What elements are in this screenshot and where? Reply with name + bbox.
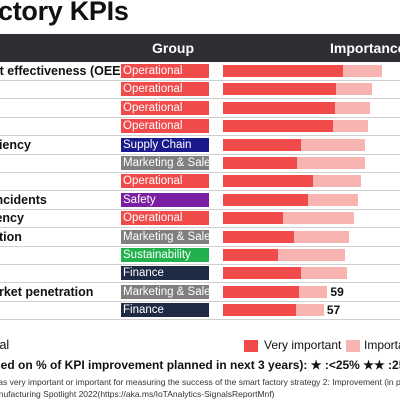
table-row: Sustainability bbox=[0, 246, 400, 265]
note-question: l as very important or important for mea… bbox=[0, 377, 400, 387]
importance-bar bbox=[223, 120, 400, 133]
importance-bar bbox=[223, 230, 400, 243]
table-row: Operational bbox=[0, 117, 400, 137]
group-badge: Operational bbox=[121, 64, 209, 78]
group-badge: Operational bbox=[121, 174, 209, 189]
bar-important bbox=[343, 65, 383, 77]
bar-very-important bbox=[223, 249, 278, 261]
group-column-header: Group bbox=[152, 40, 194, 56]
table-row: arket penetration Marketing & Sales 59 bbox=[0, 283, 400, 302]
legend-swatch-important bbox=[346, 340, 360, 352]
bar-important bbox=[300, 138, 365, 151]
importance-bar bbox=[223, 249, 400, 261]
importance-column-header: Importance bbox=[330, 40, 400, 56]
kpi-label: iliency bbox=[0, 137, 31, 152]
note-basis: sed on % of KPI improvement planned in n… bbox=[0, 358, 400, 372]
importance-bar bbox=[223, 138, 400, 151]
bar-important bbox=[336, 83, 372, 96]
group-badge: Safety bbox=[121, 192, 209, 207]
bar-very-important bbox=[223, 230, 294, 243]
bar-very-important bbox=[223, 138, 301, 151]
group-badge: Operational bbox=[121, 100, 209, 115]
group-badge: Operational bbox=[121, 211, 209, 226]
kpi-label: nt effectiveness (OEE) bbox=[0, 64, 125, 78]
bar-very-important bbox=[223, 120, 333, 133]
importance-bar bbox=[223, 101, 400, 114]
bar-very-important bbox=[223, 285, 300, 298]
table-row: incidents Safety bbox=[0, 191, 400, 210]
importance-bar bbox=[223, 65, 400, 77]
bar-important bbox=[300, 267, 347, 280]
group-badge: Sustainability bbox=[121, 248, 209, 262]
importance-bar: 57 bbox=[223, 303, 400, 318]
table-row: iency Operational bbox=[0, 209, 400, 229]
importance-bar bbox=[223, 212, 400, 225]
bar-very-important bbox=[223, 304, 296, 317]
table-header: Group Importance bbox=[0, 34, 400, 62]
bar-important bbox=[277, 249, 346, 261]
bar-important bbox=[293, 230, 349, 243]
table-row: Operational bbox=[0, 99, 400, 118]
group-badge: Marketing & Sales bbox=[121, 229, 209, 244]
bar-important bbox=[334, 101, 370, 114]
group-badge: Supply Chain bbox=[121, 137, 209, 152]
bar-total-label: 59 bbox=[330, 284, 344, 299]
group-badge: Marketing & Sales bbox=[121, 156, 209, 170]
bar-total-label: 57 bbox=[326, 303, 341, 318]
legend: tal Very important Importa bbox=[0, 334, 400, 356]
importance-bar bbox=[223, 175, 400, 188]
bar-very-important bbox=[223, 83, 337, 96]
group-badge: Finance bbox=[121, 266, 209, 281]
kpi-label: incidents bbox=[0, 192, 47, 207]
legend-swatch-very-important bbox=[244, 340, 258, 352]
legend-total-label: tal bbox=[0, 338, 10, 352]
bar-important bbox=[332, 120, 369, 133]
importance-bar bbox=[223, 83, 400, 96]
bar-very-important bbox=[223, 157, 298, 169]
group-badge: Operational bbox=[121, 82, 209, 97]
bar-very-important bbox=[223, 267, 301, 280]
bar-very-important bbox=[223, 65, 344, 77]
table-row: iliency Supply Chain bbox=[0, 136, 400, 155]
table-row: Operational bbox=[0, 80, 400, 100]
group-badge: Operational bbox=[121, 119, 209, 134]
table-row: Finance bbox=[0, 264, 400, 284]
bar-important bbox=[295, 304, 324, 317]
table-row: Marketing & Sales bbox=[0, 154, 400, 173]
importance-bar bbox=[223, 157, 400, 169]
bar-very-important bbox=[223, 193, 308, 206]
kpi-label: iency bbox=[0, 211, 24, 226]
bar-very-important bbox=[223, 212, 284, 225]
bar-very-important bbox=[223, 101, 335, 114]
legend-label-important: Importa bbox=[364, 338, 400, 352]
kpi-label: arket penetration bbox=[0, 284, 94, 299]
importance-bar bbox=[223, 193, 400, 206]
legend-label-very-important: Very important bbox=[264, 338, 342, 352]
table-row: sFinance57 bbox=[0, 301, 400, 321]
bar-important bbox=[297, 157, 365, 169]
note-source: anufacturing Spotlight 2022(https://aka.… bbox=[0, 389, 275, 399]
kpi-label: ction bbox=[0, 229, 22, 244]
importance-bar bbox=[223, 267, 400, 280]
bar-important bbox=[283, 212, 354, 225]
bar-important bbox=[299, 285, 328, 298]
group-badge: Marketing & Sales bbox=[121, 284, 209, 299]
table-row: nt effectiveness (OEE) Operational bbox=[0, 62, 400, 81]
table-row: ction Marketing & Sales bbox=[0, 228, 400, 247]
bar-very-important bbox=[223, 175, 314, 188]
group-badge: Finance bbox=[121, 303, 209, 318]
bar-important bbox=[307, 193, 358, 206]
importance-bar: 59 bbox=[223, 284, 400, 299]
page-title: ctory KPIs bbox=[0, 0, 129, 26]
bar-important bbox=[313, 175, 362, 188]
